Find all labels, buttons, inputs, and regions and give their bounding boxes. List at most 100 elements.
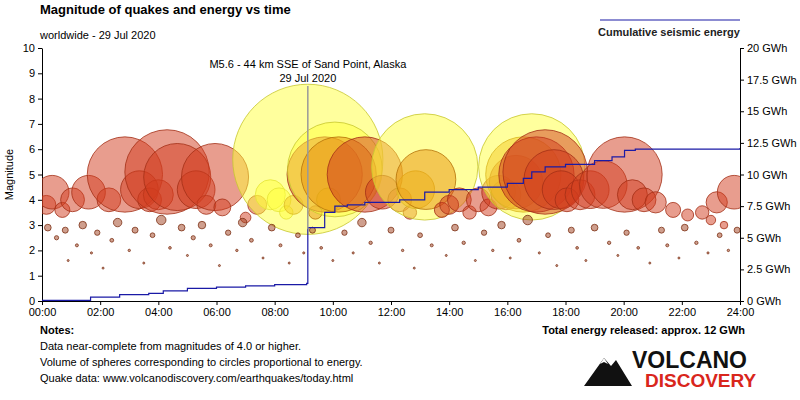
x-axis: 00:0002:0004:0006:0008:0010:0012:0014:00…	[29, 301, 755, 318]
quake	[75, 244, 78, 247]
quake	[413, 267, 415, 269]
y-tick-label: 2	[29, 244, 35, 256]
x-tick: 18:00	[552, 301, 580, 318]
x-tick: 04:00	[145, 301, 173, 318]
quake	[102, 267, 104, 269]
x-tick-mark	[391, 301, 392, 305]
y-tick-label: 7	[29, 118, 35, 130]
x-tick-label: 06:00	[203, 306, 231, 318]
quake	[95, 230, 100, 235]
y2-tick: 0 GWh	[740, 295, 781, 307]
legend-swatch	[600, 19, 740, 20]
quake	[54, 236, 58, 240]
y2-tick-label: 2.5 GWh	[747, 263, 790, 275]
quake	[666, 244, 669, 247]
quake	[706, 215, 715, 224]
x-tick-mark	[566, 301, 567, 305]
quake	[546, 233, 551, 238]
y2-tick-mark	[740, 175, 744, 176]
y2-tick-mark	[740, 206, 744, 207]
quake	[445, 254, 447, 256]
quake	[517, 238, 521, 242]
quake	[401, 249, 403, 251]
quake	[67, 260, 69, 262]
quake	[585, 260, 587, 262]
x-tick-mark	[275, 301, 276, 305]
y2-tick-mark	[740, 80, 744, 81]
x-tick-mark	[507, 301, 508, 305]
x-tick-label: 08:00	[261, 306, 289, 318]
x-tick: 06:00	[203, 301, 231, 318]
y-tick: 5	[29, 169, 42, 181]
quake	[372, 114, 478, 220]
x-tick-mark	[158, 301, 159, 305]
quake	[186, 254, 188, 256]
quake	[388, 227, 394, 233]
quake	[262, 257, 264, 259]
y-tick: 4	[29, 194, 42, 206]
chart-svg: 00:0002:0004:0006:0008:0010:0012:0014:00…	[0, 0, 800, 400]
quake	[303, 252, 305, 254]
quake	[44, 224, 51, 231]
quake	[509, 257, 511, 259]
quake	[143, 262, 145, 264]
y-tick-label: 0	[29, 295, 35, 307]
x-tick-mark	[100, 301, 101, 305]
x-tick-label: 04:00	[145, 306, 173, 318]
quake	[90, 252, 92, 254]
y-tick: 0	[29, 295, 42, 307]
quake	[169, 247, 172, 250]
logo: VOLCANODISCOVERY	[584, 347, 757, 391]
x-tick-mark	[682, 301, 683, 305]
quake	[576, 247, 579, 250]
quake	[378, 262, 380, 264]
y2-tick-label: 0 GWh	[747, 295, 781, 307]
y-tick: 10	[23, 42, 42, 54]
quake	[492, 249, 494, 251]
quake	[110, 238, 114, 242]
quake	[288, 262, 290, 264]
quake	[462, 241, 465, 244]
x-tick: 02:00	[87, 301, 115, 318]
annotation-text: 29 Jul 2020	[279, 72, 336, 84]
logo-mountain	[584, 358, 632, 386]
y-tick: 2	[29, 244, 42, 256]
quake	[556, 265, 558, 267]
y-tick-mark	[38, 124, 42, 125]
quake	[296, 233, 301, 238]
quake	[178, 224, 185, 231]
quake	[717, 233, 722, 238]
quake	[250, 238, 254, 242]
y2-tick-label: 12.5 GWh	[747, 137, 797, 149]
y-tick-mark	[38, 225, 42, 226]
quake	[418, 233, 423, 238]
y2-tick-label: 5 GWh	[747, 232, 781, 244]
quake	[645, 192, 666, 213]
logo-text-bottom: DISCOVERY	[645, 370, 757, 391]
quake	[320, 247, 323, 250]
quake	[352, 252, 354, 254]
notes-line: Volume of spheres corresponding to circl…	[40, 356, 363, 368]
x-tick-label: 00:00	[29, 306, 57, 318]
x-tick-label: 20:00	[610, 306, 638, 318]
quake	[236, 249, 238, 251]
y-tick-mark	[38, 149, 42, 150]
x-tick: 22:00	[669, 301, 697, 318]
y2-tick-mark	[740, 269, 744, 270]
y-tick-label: 4	[29, 194, 35, 206]
y2-tick-label: 10 GWh	[747, 169, 787, 181]
y2-tick-label: 15 GWh	[747, 105, 787, 117]
quake	[191, 236, 195, 240]
y2-tick: 15 GWh	[740, 105, 787, 117]
quake	[538, 252, 540, 254]
logo-peak	[600, 358, 608, 364]
quake	[452, 224, 459, 231]
quake	[727, 249, 729, 251]
annotation-line	[307, 86, 309, 229]
quake	[666, 202, 681, 217]
y-tick-mark	[38, 73, 42, 74]
legend-label: Cumulative seismic energy	[598, 26, 741, 38]
quake	[591, 224, 598, 231]
quake	[720, 221, 728, 229]
y2-tick-mark	[740, 48, 744, 49]
